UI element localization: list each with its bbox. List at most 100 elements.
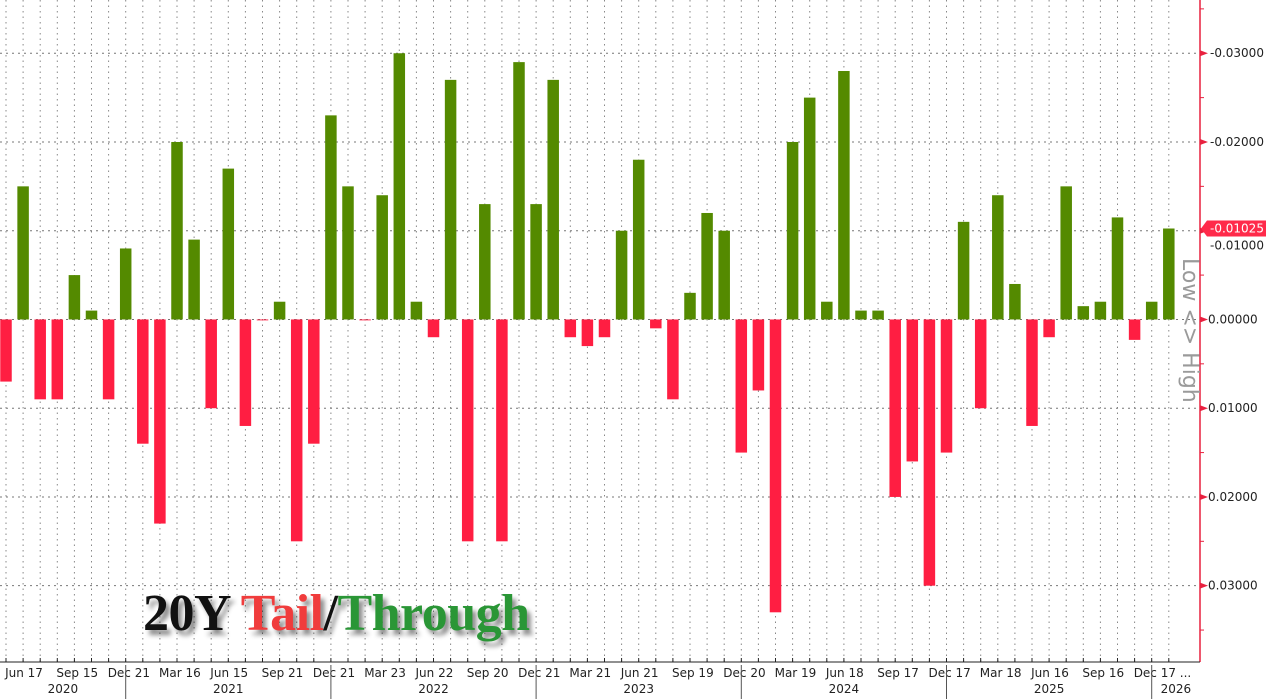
bar [17,186,29,320]
bar [650,319,662,329]
x-tick-label: Jun 18 [825,666,864,680]
bar [786,141,799,320]
bar [342,186,354,320]
bar [974,319,987,409]
bar [410,301,423,320]
bar [923,319,936,586]
bar [359,319,371,321]
bar [171,141,183,320]
y-tick-marker [1200,582,1208,589]
bar [444,79,457,320]
y-axis-label: Low <> High [1177,258,1202,403]
x-tick-label: Sep 17 [877,666,919,680]
bar [1094,301,1107,320]
y-tick-label: 0.02000 [1208,490,1258,504]
x-tick-label: Mar 16 [159,666,201,680]
y-tick-marker [1200,493,1208,500]
x-tick-label: Jun 16 [1030,666,1069,680]
bar [821,301,833,320]
x-tick-label: Jun 15 [209,666,248,680]
title-part-through: Through [337,585,530,642]
y-tick-marker [1200,138,1208,145]
year-label: 2026 [1161,682,1192,696]
x-tick-label: Dec 21 [313,666,355,680]
bar [1163,228,1175,320]
bar [1009,283,1021,320]
chart-title: 20Y Tail/Through [143,584,530,643]
bar [530,204,542,320]
x-tick-label: Dec 21 [108,666,150,680]
bar [137,319,149,444]
year-label: 2025 [1034,682,1065,696]
x-tick-label: Jun 17 [4,666,43,680]
bar [0,319,12,382]
bar [992,195,1004,320]
bar [684,292,696,320]
x-tick-label: Mar 21 [569,666,611,680]
bar [1128,319,1141,340]
bar [769,319,782,613]
bar [1145,301,1158,320]
bar [376,195,388,320]
bar [393,53,406,320]
bar [513,62,525,320]
bar [615,230,628,320]
bar [564,319,577,338]
last-value-label: -0.01025 [1210,222,1264,236]
bar [427,319,440,338]
x-tick-label: Mar 18 [980,666,1022,680]
y-tick-label: 0.01000 [1208,401,1258,415]
title-part-slash: / [323,585,338,642]
bar [1111,217,1124,320]
x-tick-label: Sep 15 [56,666,98,680]
x-tick-label: Dec 21 [518,666,560,680]
y-tick-label: -0.02000 [1210,135,1264,149]
year-label: 2022 [418,682,449,696]
bar [102,319,115,400]
bar [718,230,730,320]
bar [1026,319,1038,426]
x-tick-label: Sep 19 [672,666,714,680]
y-tick-marker [1200,316,1208,323]
bar [1043,319,1055,338]
y-tick-label: -0.03000 [1210,46,1264,60]
y-tick-label: 0.00000 [1208,312,1258,326]
bar [872,310,884,320]
bar [598,319,611,338]
x-tick-label: Dec 17 [929,666,971,680]
x-tick-label: Jun 21 [620,666,659,680]
bar [855,310,867,320]
bar [581,319,594,347]
x-tick-label: Mar 23 [364,666,406,680]
x-tick-label: Dec 17 ... [1134,666,1192,680]
bar [838,70,850,320]
year-label: 2023 [623,682,654,696]
bar [222,168,235,320]
bar [496,319,508,542]
bar [308,319,320,444]
bar [735,319,748,453]
y-tick-marker [1200,50,1208,57]
bar [461,319,474,542]
x-tick-label: Jun 22 [415,666,454,680]
y-tick-label: 0.03000 [1208,579,1258,593]
bar [154,319,166,524]
bar [273,301,286,320]
bar [547,79,559,320]
x-tick-label: Dec 20 [723,666,765,680]
bar [1077,306,1090,320]
year-label: 2021 [213,682,244,696]
title-part-tail: Tail [240,585,324,642]
bar [68,275,81,320]
title-part-20y: 20Y [143,585,241,642]
bar [632,159,645,320]
bar [479,204,491,320]
x-tick-label: Sep 21 [262,666,304,680]
bar [256,319,269,321]
bar [119,248,132,320]
bar [325,115,337,320]
bar [205,319,217,409]
bar [34,319,46,400]
